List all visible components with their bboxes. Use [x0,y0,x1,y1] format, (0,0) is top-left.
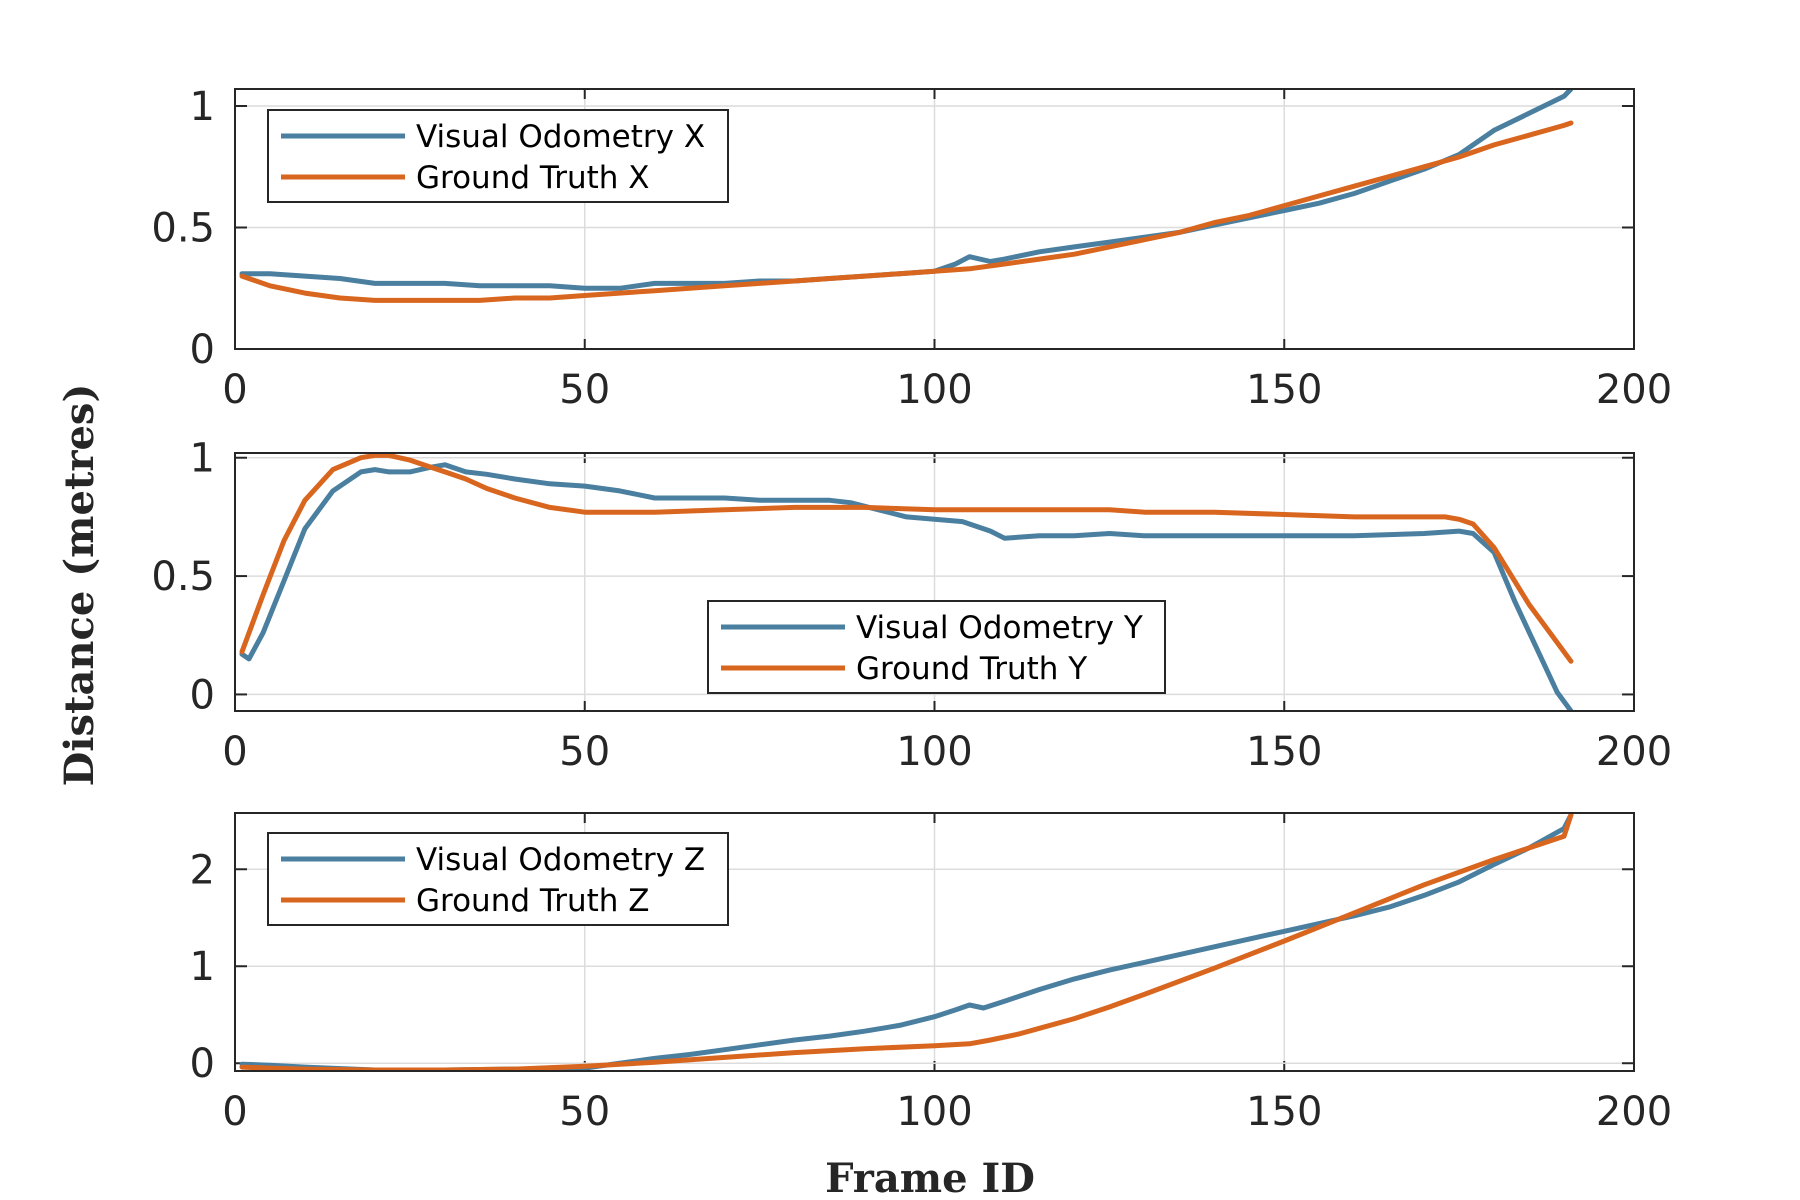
y-axis-label: Distance (metres) [56,384,103,787]
subplot-2: 0 50 100 150 200 0 0.5 1 Visual Odometry Y Ground… [151,436,1672,775]
x-tick-label: 50 [559,367,610,413]
legend-label: Ground Truth Z [416,883,650,919]
x-tick-label: 50 [559,1089,610,1135]
x-tick-label: 150 [1246,1089,1322,1135]
legend: Visual Odometry Z Ground Truth Z [267,832,729,926]
y-tick-label: 0 [190,672,215,718]
x-axis-label: Frame ID [825,1155,1035,1200]
x-tick-label: 200 [1596,1089,1672,1135]
axes-frame [234,88,1635,350]
x-tick-label: 200 [1596,367,1672,413]
visual-odometry-line [239,89,1574,291]
visual-odometry-line [239,462,1574,711]
legend-box [707,600,1166,694]
x-tick-label: 0 [222,1089,247,1135]
legend: Visual Odometry Y Ground Truth Y [707,600,1166,694]
legend-label: Visual Odometry X [416,119,705,155]
ground-truth-line [239,120,1574,303]
x-tick-label: 100 [896,367,972,413]
y-tick-label: 0.5 [151,206,215,252]
axes-frame [234,452,1635,712]
x-tick-label: 150 [1246,367,1322,413]
legend: Visual Odometry X Ground Truth X [267,109,729,203]
legend-box [267,109,729,203]
legend-box [267,832,729,926]
ground-truth-line [239,453,1574,664]
x-tick-label: 0 [222,729,247,775]
x-tick-label: 50 [559,729,610,775]
ground-truth-line [239,813,1574,1071]
y-tick-label: 0.5 [151,554,215,600]
x-tick-label: 100 [896,1089,972,1135]
y-tick-label: 0 [190,1041,215,1087]
y-tick-label: 1 [190,944,215,990]
legend-label: Ground Truth X [416,160,650,196]
y-tick-label: 1 [190,84,215,130]
subplot-1: 0 50 100 150 200 0 0.5 1 Visual Odometry X Ground… [151,84,1672,413]
x-tick-label: 150 [1246,729,1322,775]
subplot-3: 0 50 100 150 200 0 1 2 Visual Odometry Z Ground T… [190,812,1672,1135]
legend-label: Visual Odometry Z [416,842,705,878]
x-tick-label: 0 [222,367,247,413]
y-tick-label: 2 [190,847,215,893]
x-tick-label: 100 [896,729,972,775]
legend-label: Visual Odometry Y [856,610,1143,646]
y-tick-label: 1 [190,436,215,482]
legend-label: Ground Truth Y [856,651,1087,687]
x-tick-label: 200 [1596,729,1672,775]
axes-frame [234,812,1635,1072]
y-tick-label: 0 [190,327,215,373]
